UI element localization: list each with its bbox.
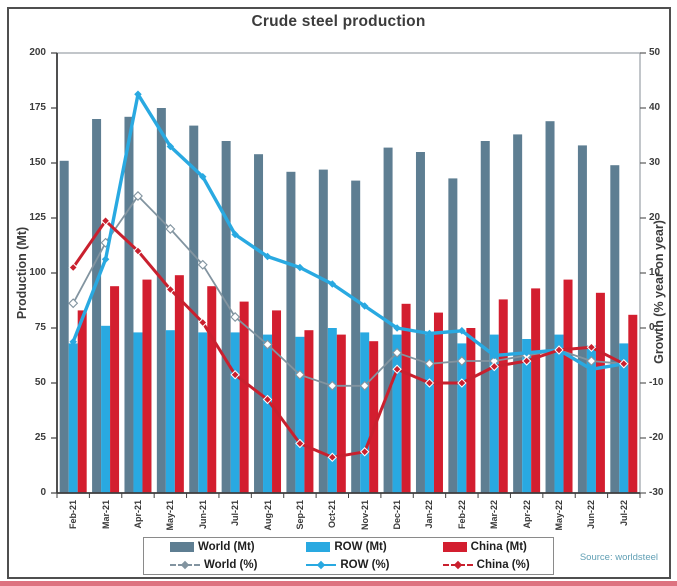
legend-label-china-mt: China (Mt) [470,541,527,553]
legend-item-china-pct: China (%) [417,556,553,574]
y-axis-right-tick-label: 50 [649,47,661,58]
x-axis-month-label: May-22 [554,500,565,531]
y-axis-left-tick-label: 0 [40,487,46,498]
legend-swatch-china-pct [442,560,473,570]
y-axis-left-tick-label: 200 [29,47,46,58]
y-axis-left-tick-label: 150 [29,157,46,168]
y-axis-right-tick-label: -10 [649,377,664,388]
y-axis-right-tick-label: 0 [649,322,655,333]
y-axis-left-tick-label: 175 [29,102,46,113]
legend-swatch-china-mt [442,542,467,552]
y-axis-right-tick-label: -30 [649,487,664,498]
legend-label-world-mt: World (Mt) [198,541,255,553]
y-axis-right-tick-label: 20 [649,212,661,223]
x-axis-month-label: Jun-22 [586,500,597,530]
y-axis-left-tick-label: 50 [34,377,46,388]
bottom-accent-strip [0,581,677,586]
y-axis-left-tick-label: 100 [29,267,46,278]
x-axis-month-label: Feb-21 [68,500,79,530]
x-axis-month-label: Jul-22 [618,500,629,527]
y-axis-right-tick-label: 10 [649,267,661,278]
legend-label-row-mt: ROW (Mt) [334,541,387,553]
y-axis-right-tick-label: 30 [649,157,661,168]
legend-label-china-pct: China (%) [476,559,530,571]
legend-swatch-row-pct [306,560,337,570]
legend-item-row-pct: ROW (%) [280,556,416,574]
plot-area [51,52,646,498]
legend-item-row-mt: ROW (Mt) [280,538,416,556]
legend-swatch-world-pct [170,560,200,570]
legend-swatch-world-mt [170,542,194,552]
y-axis-right-tick-label: 40 [649,102,661,113]
y-axis-left-tick-label: 125 [29,212,46,223]
x-axis-month-label: Mar-21 [100,500,111,530]
legend-label-world-pct: World (%) [204,559,258,571]
y-axis-left-tick-label: 25 [34,432,46,443]
legend-item-china-mt: China (Mt) [417,538,553,556]
source-credit: Source: worldsteel [579,552,658,563]
y-axis-right-tick-label: -20 [649,432,664,443]
y-axis-left-tick-label: 75 [34,322,46,333]
legend-item-world-pct: World (%) [144,556,280,574]
chart-title: Crude steel production [251,13,426,30]
legend-label-row-pct: ROW (%) [340,559,390,571]
chart-legend: World (Mt) ROW (Mt) China (Mt) World (%)… [143,537,554,575]
legend-item-world-mt: World (Mt) [144,538,280,556]
legend-swatch-row-mt [306,542,331,552]
